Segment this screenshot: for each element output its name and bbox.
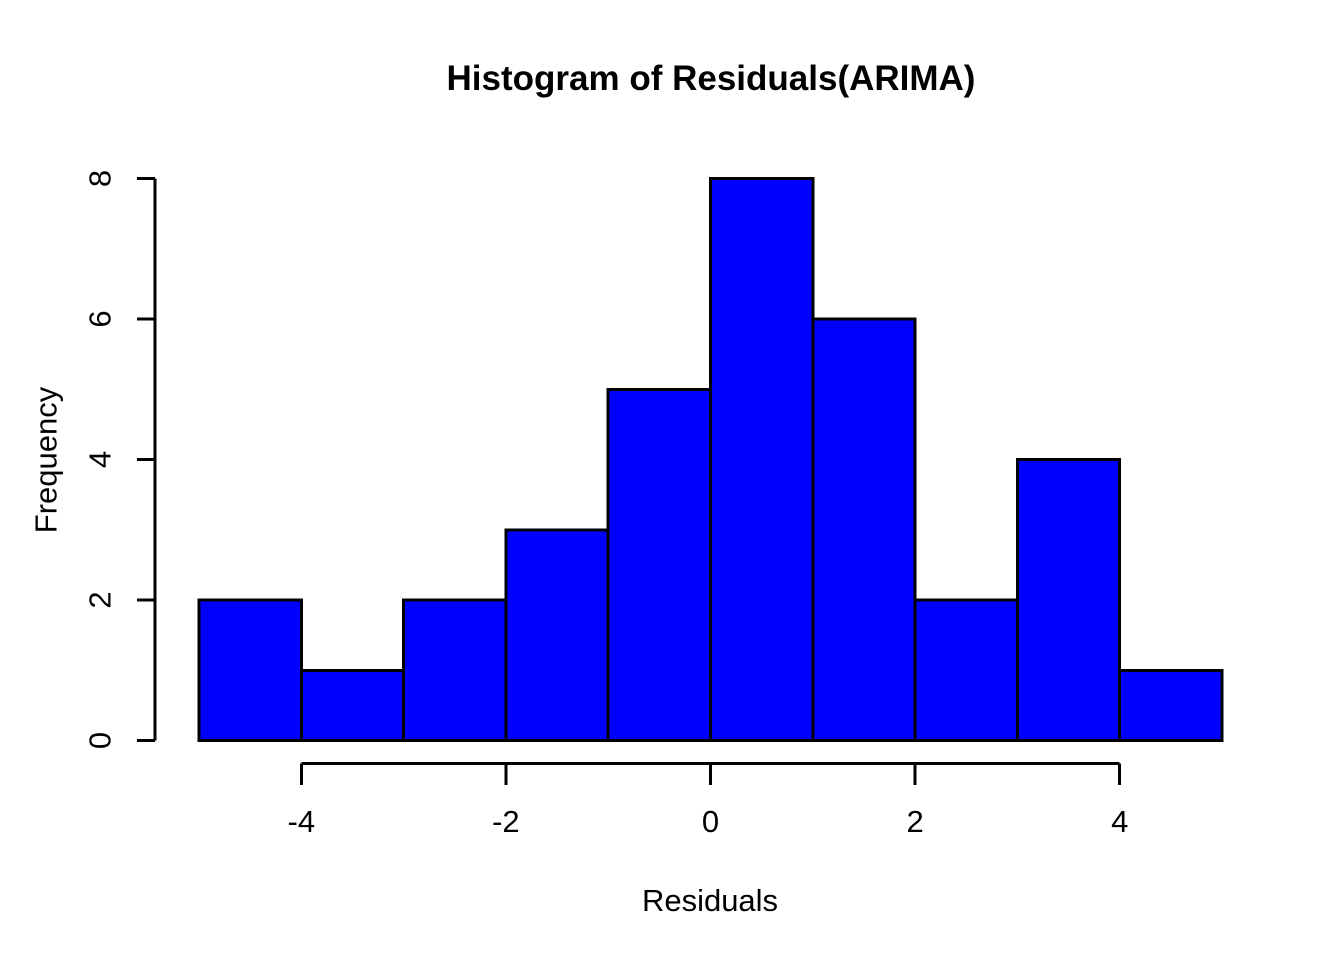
histogram-bar (1015, 458, 1122, 742)
histogram-bar (1118, 668, 1224, 743)
y-tick-label: 2 (83, 591, 118, 608)
x-axis-label: Residuals (642, 883, 778, 918)
y-tick-label: 4 (83, 451, 118, 468)
x-tick-label: 0 (702, 804, 719, 839)
histogram-bar (504, 528, 610, 743)
y-tick-label: 8 (83, 170, 118, 187)
y-axis-label: Frequency (29, 386, 64, 533)
x-tick-label: -4 (288, 804, 316, 839)
x-axis: -4 -2 0 2 4 (288, 762, 1128, 839)
y-axis: 0 2 4 6 8 (83, 170, 157, 749)
x-tick-label: 2 (906, 804, 923, 839)
histogram-bar (913, 598, 1019, 742)
histogram-bar (709, 177, 815, 742)
histogram-bar (299, 668, 406, 743)
x-tick-label: 4 (1111, 804, 1128, 839)
x-tick-label: -2 (492, 804, 520, 839)
y-tick-label: 6 (83, 310, 118, 327)
bars-group (197, 177, 1224, 743)
histogram-bar (197, 598, 303, 742)
histogram-bar (402, 598, 508, 742)
y-tick-label: 0 (83, 732, 118, 749)
chart-title: Histogram of Residuals(ARIMA) (447, 59, 976, 98)
histogram-bar (606, 387, 713, 743)
histogram-bar (811, 317, 917, 742)
